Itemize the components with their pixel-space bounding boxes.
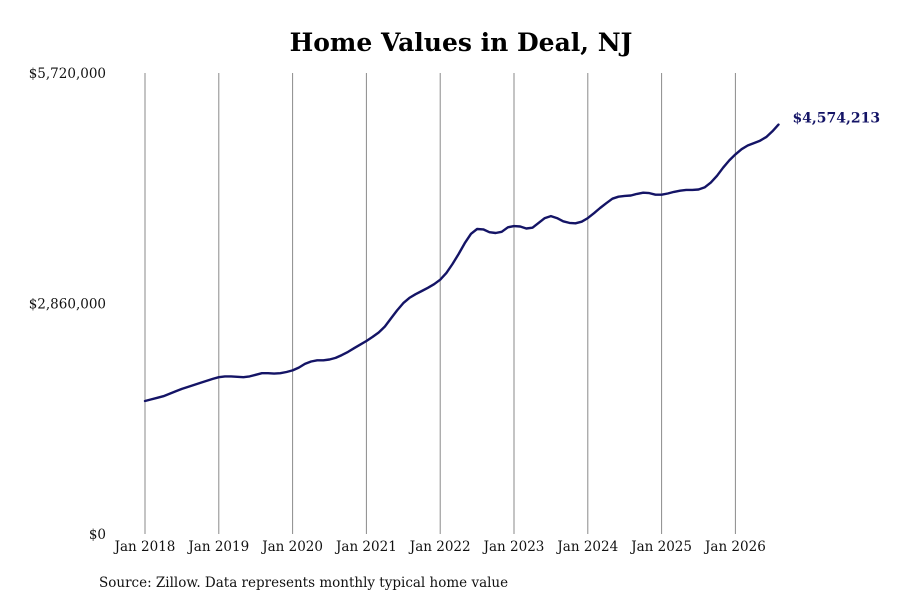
chart-title: Home Values in Deal, NJ xyxy=(290,28,633,57)
x-tick-label: Jan 2022 xyxy=(408,539,471,555)
gridlines xyxy=(144,73,736,534)
x-tick-label: Jan 2021 xyxy=(334,539,397,555)
y-tick-label: $0 xyxy=(89,527,106,543)
y-tick-label: $5,720,000 xyxy=(29,66,106,82)
x-tick-label: Jan 2026 xyxy=(703,539,766,555)
y-tick-label: $2,860,000 xyxy=(29,297,106,313)
y-axis-ticks: $0 $2,860,000 $5,720,000 xyxy=(29,66,106,543)
x-axis-ticks: Jan 2018 Jan 2019 Jan 2020 Jan 2021 Jan 2022… xyxy=(113,539,766,555)
x-tick-label: Jan 2018 xyxy=(113,539,176,555)
end-value-label: $4,574,213 xyxy=(792,111,880,127)
source-note: Source: Zillow. Data represents monthly … xyxy=(99,575,508,591)
x-tick-label: Jan 2024 xyxy=(555,539,618,555)
x-tick-label: Jan 2020 xyxy=(260,539,323,555)
x-tick-label: Jan 2023 xyxy=(482,539,545,555)
x-tick-label: Jan 2019 xyxy=(186,539,249,555)
home-value-series-line xyxy=(143,123,780,403)
x-tick-label: Jan 2025 xyxy=(629,539,692,555)
